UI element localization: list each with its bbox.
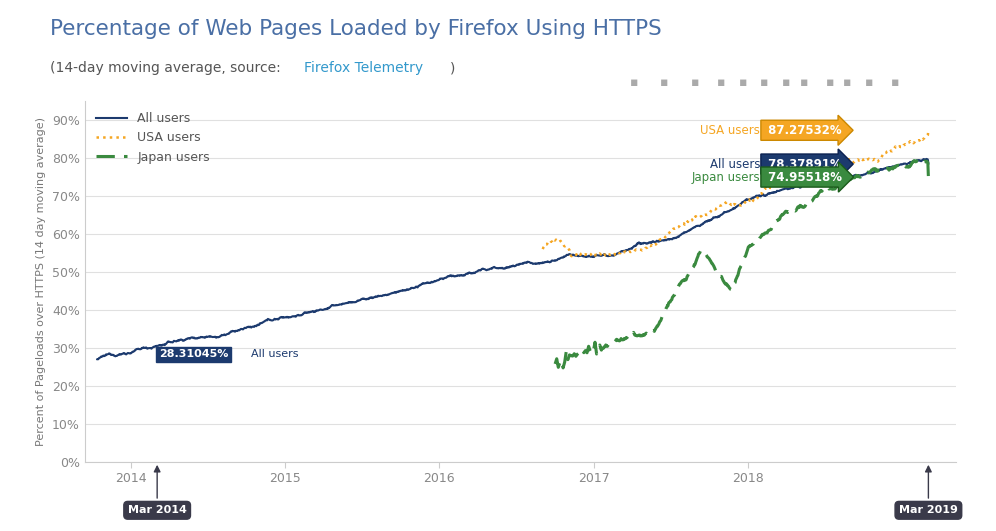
Text: 87.27532%: 87.27532% [765, 124, 842, 137]
Text: ▪: ▪ [760, 76, 769, 89]
Text: ▪: ▪ [629, 76, 638, 89]
Y-axis label: Percent of Pageloads over HTTPS (14 day moving average): Percent of Pageloads over HTTPS (14 day … [36, 117, 46, 446]
Text: ▪: ▪ [690, 76, 699, 89]
Text: ▪: ▪ [738, 76, 747, 89]
Text: 78.37891%: 78.37891% [765, 158, 843, 170]
Text: ▪: ▪ [865, 76, 873, 89]
Text: ▪: ▪ [660, 76, 668, 89]
Text: ): ) [450, 61, 455, 75]
Text: (14-day moving average, source:: (14-day moving average, source: [50, 61, 285, 75]
Text: ▪: ▪ [782, 76, 791, 89]
Text: ▪: ▪ [826, 76, 834, 89]
Text: Firefox Telemetry: Firefox Telemetry [304, 61, 423, 75]
Text: Mar 2019: Mar 2019 [899, 466, 958, 515]
Text: Percentage of Web Pages Loaded by Firefox Using HTTPS: Percentage of Web Pages Loaded by Firefo… [50, 19, 661, 39]
Text: Japan users: Japan users [691, 170, 760, 184]
Legend: All users, USA users, Japan users: All users, USA users, Japan users [91, 107, 215, 169]
Text: ▪: ▪ [800, 76, 808, 89]
Text: ▪: ▪ [890, 76, 899, 89]
Text: All users: All users [251, 349, 299, 359]
Text: ▪: ▪ [843, 76, 852, 89]
Text: Mar 2014: Mar 2014 [127, 466, 186, 515]
Text: All users: All users [709, 158, 760, 170]
Text: 28.31045%: 28.31045% [158, 349, 228, 359]
Text: USA users: USA users [700, 124, 760, 137]
Text: ▪: ▪ [716, 76, 725, 89]
Text: 74.95518%: 74.95518% [765, 170, 843, 184]
